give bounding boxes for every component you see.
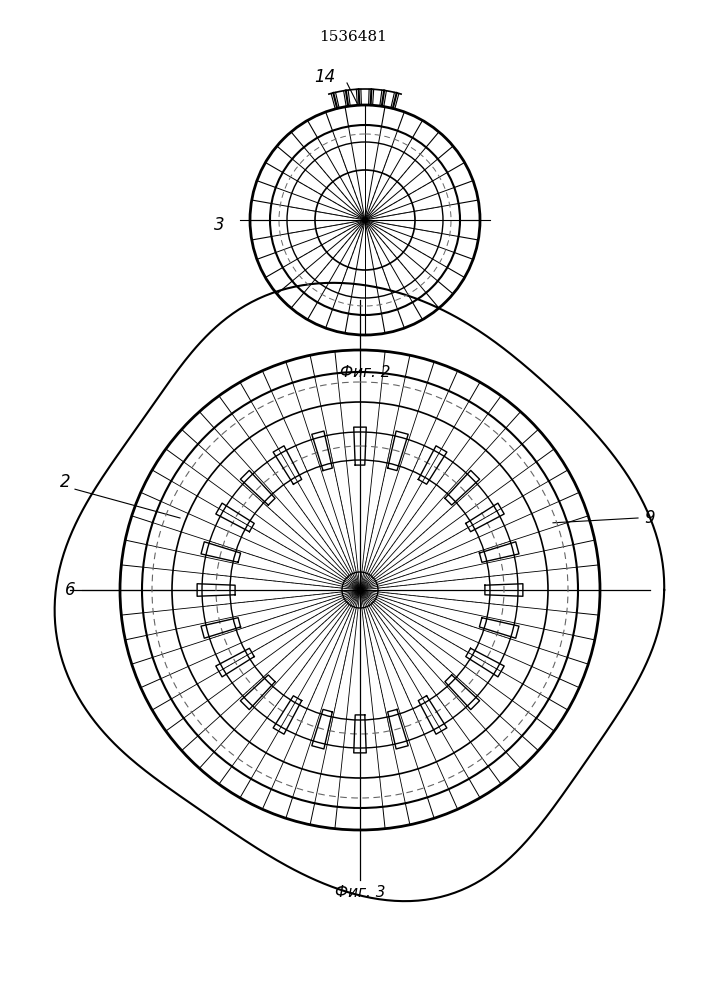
Text: Фиг. 2: Фиг. 2 (340, 365, 390, 380)
Text: 3: 3 (214, 216, 225, 234)
Text: 9: 9 (645, 509, 655, 527)
Text: Фиг. 3: Фиг. 3 (334, 885, 385, 900)
Text: 6: 6 (64, 581, 76, 599)
Text: 1536481: 1536481 (320, 30, 387, 44)
Text: 14: 14 (314, 68, 335, 86)
Text: 2: 2 (59, 473, 70, 491)
